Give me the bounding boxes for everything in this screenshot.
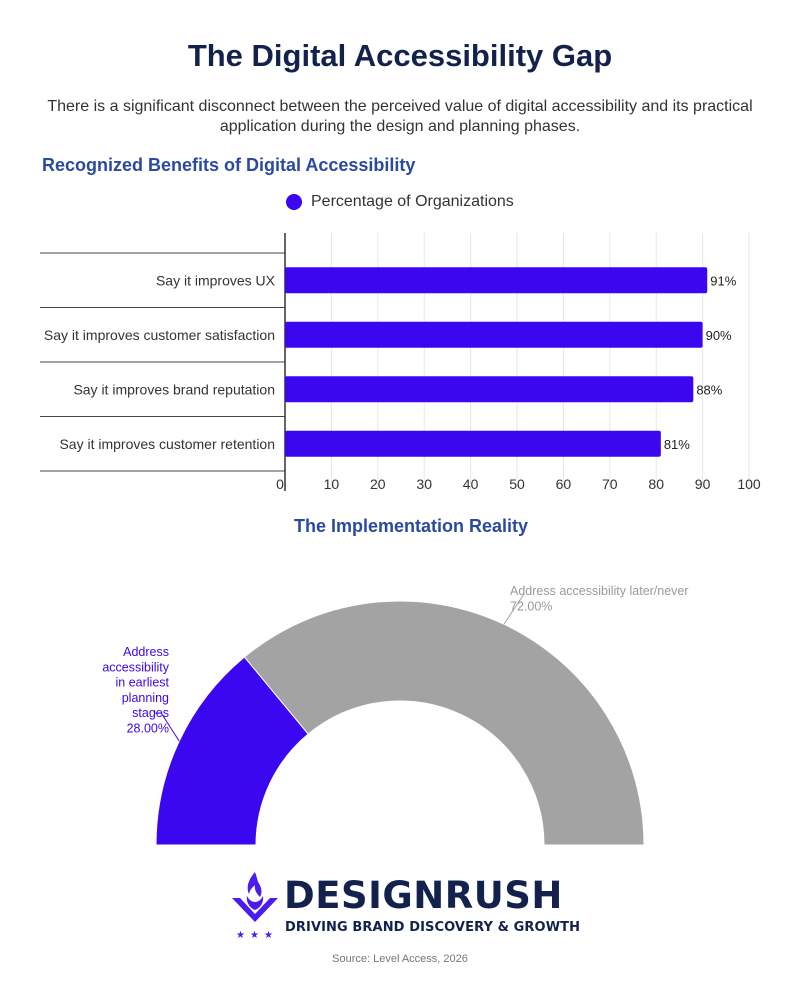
slice-label-line: in earliest [116,676,170,690]
slice-label-line: stages [132,706,169,720]
x-tick-label: 90 [695,476,711,492]
bar-chart-title: Recognized Benefits of Digital Accessibi… [42,155,416,175]
x-tick-label: 60 [556,476,572,492]
x-tick-label: 10 [324,476,340,492]
x-tick-label: 40 [463,476,479,492]
bar [285,430,661,457]
slice-label-line: planning [122,691,169,705]
bar-value-label: 88% [696,382,722,397]
leader-line [155,712,180,742]
page-title: The Digital Accessibility Gap [187,38,613,73]
gauge-chart: Address accessibility in earliest planning s… [102,584,689,846]
slice-label: Address accessibility in earliest planning s… [102,645,169,736]
bar-chart-legend[interactable]: Percentage of Organizations [286,191,514,213]
slice-label-line: Address accessibility later/never [510,584,689,598]
category-label: Say it improves brand reputation [73,381,275,397]
svg-text:★: ★ [264,930,273,941]
logo-tagline: DRIVING BRAND DISCOVERY & GROWTH [285,920,581,935]
category-label: Say it improves UX [156,272,276,288]
svg-text:★: ★ [250,930,259,941]
bar [285,321,703,348]
bar-value-label: 91% [710,273,736,288]
category-label: Say it improves customer satisfaction [44,327,275,343]
x-tick-label: 0 [276,476,284,492]
page-subtitle: There is a significant disconnect betwee… [47,98,753,135]
logo-flame-icon: ★ ★ ★ [232,872,278,941]
x-tick-label: 70 [602,476,618,492]
leader-line [503,586,525,625]
designrush-logo: ★ ★ ★ DESIGNRUSH DRIVING BRAND DISCOVERY… [230,870,580,942]
slice-label-line: accessibility [102,660,169,674]
logo-wordmark: DESIGNRUSH [284,874,563,917]
bar-chart: Say it improves UX 91% Say it improves cus… [40,233,761,492]
bar-value-label: 90% [706,328,732,343]
x-tick-label: 30 [416,476,432,492]
svg-text:★: ★ [236,930,245,941]
bar-value-label: 81% [664,437,690,452]
slice-label: Address accessibility later/never 72.00% [510,584,689,613]
slice-label-line: 72.00% [510,599,552,613]
x-tick-label: 50 [509,476,525,492]
bar [285,267,708,294]
source-note: Source: Level Access, 2026 [332,953,468,965]
gauge-chart-title: The Implementation Reality [293,516,529,536]
legend-label: Percentage of Organizations [311,193,514,210]
x-tick-label: 100 [737,476,761,492]
x-tick-label: 20 [370,476,386,492]
slice-label-line: 28.00% [127,722,169,736]
x-tick-label: 80 [648,476,664,492]
category-label: Say it improves customer retention [59,436,275,452]
slice-label-line: Address [123,645,169,659]
gauge-slice [243,600,645,846]
bar [285,376,694,403]
legend-swatch [286,194,302,210]
